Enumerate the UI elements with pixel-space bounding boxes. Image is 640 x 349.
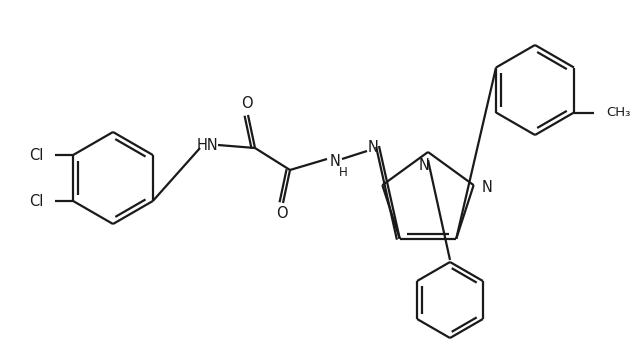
Text: H: H — [339, 165, 348, 178]
Text: N: N — [330, 155, 340, 170]
Text: HN: HN — [197, 138, 219, 153]
Text: O: O — [241, 97, 253, 111]
Text: N: N — [419, 157, 429, 172]
Text: N: N — [481, 180, 492, 195]
Text: N: N — [367, 141, 378, 156]
Text: CH₃: CH₃ — [606, 106, 630, 119]
Text: O: O — [276, 207, 288, 222]
Text: Cl: Cl — [29, 148, 43, 163]
Text: Cl: Cl — [29, 193, 43, 208]
